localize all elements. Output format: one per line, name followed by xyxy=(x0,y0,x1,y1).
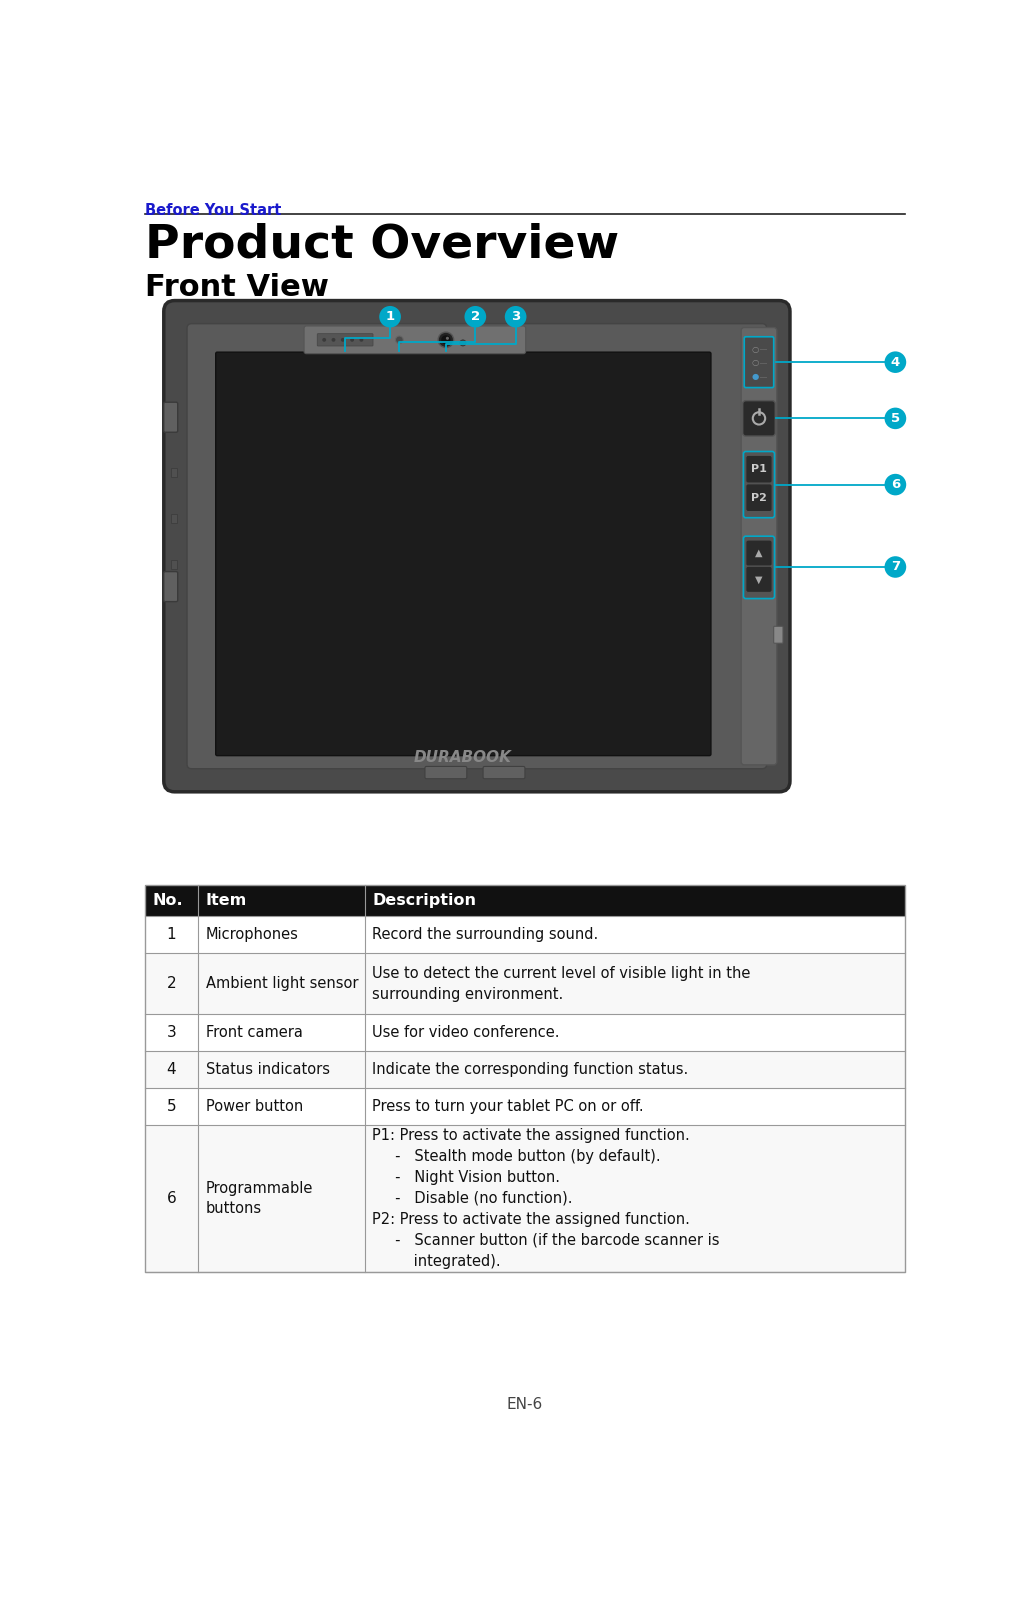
Circle shape xyxy=(331,338,335,342)
Text: P1: Press to activate the assigned function.
     -   Stealth mode button (by de: P1: Press to activate the assigned funct… xyxy=(372,1128,720,1269)
Text: ―: ― xyxy=(760,374,767,379)
Text: 1: 1 xyxy=(385,310,395,323)
Text: ●: ● xyxy=(752,373,760,381)
FancyBboxPatch shape xyxy=(304,326,526,354)
Text: ▲: ▲ xyxy=(755,549,763,558)
Bar xyxy=(171,514,177,523)
Text: Microphones: Microphones xyxy=(206,926,298,942)
FancyBboxPatch shape xyxy=(744,336,774,387)
Text: Status indicators: Status indicators xyxy=(206,1062,330,1077)
FancyBboxPatch shape xyxy=(743,451,775,518)
Circle shape xyxy=(438,333,454,347)
Bar xyxy=(146,952,905,1014)
Circle shape xyxy=(351,338,354,342)
FancyBboxPatch shape xyxy=(164,402,177,432)
Text: Power button: Power button xyxy=(206,1099,302,1114)
FancyBboxPatch shape xyxy=(164,571,177,602)
Text: 1: 1 xyxy=(167,926,176,942)
FancyBboxPatch shape xyxy=(164,301,790,792)
Bar xyxy=(146,1125,905,1272)
FancyBboxPatch shape xyxy=(741,328,777,765)
Text: EN-6: EN-6 xyxy=(506,1397,543,1411)
Text: 5: 5 xyxy=(167,1099,176,1114)
Text: ―: ― xyxy=(760,360,767,366)
Text: Before You Start: Before You Start xyxy=(146,203,282,218)
FancyBboxPatch shape xyxy=(746,541,772,566)
FancyBboxPatch shape xyxy=(425,766,466,779)
Text: Press to turn your tablet PC on or off.: Press to turn your tablet PC on or off. xyxy=(372,1099,644,1114)
Text: Front camera: Front camera xyxy=(206,1026,302,1040)
Text: Indicate the corresponding function status.: Indicate the corresponding function stat… xyxy=(372,1062,689,1077)
Bar xyxy=(146,1088,905,1125)
Text: Use for video conference.: Use for video conference. xyxy=(372,1026,560,1040)
Circle shape xyxy=(446,336,449,339)
Text: 3: 3 xyxy=(511,310,521,323)
Text: Use to detect the current level of visible light in the
surrounding environment.: Use to detect the current level of visib… xyxy=(372,965,750,1002)
FancyBboxPatch shape xyxy=(317,334,373,346)
FancyBboxPatch shape xyxy=(743,400,775,437)
Text: Ambient light sensor: Ambient light sensor xyxy=(206,976,358,990)
Circle shape xyxy=(885,557,906,578)
FancyBboxPatch shape xyxy=(746,456,772,483)
Bar xyxy=(171,560,177,570)
Circle shape xyxy=(885,474,906,496)
Text: ○: ○ xyxy=(752,344,760,354)
Circle shape xyxy=(396,336,403,344)
Text: 2: 2 xyxy=(470,310,480,323)
Text: 6: 6 xyxy=(167,1190,176,1206)
FancyBboxPatch shape xyxy=(215,352,711,755)
Circle shape xyxy=(885,408,906,429)
FancyBboxPatch shape xyxy=(483,766,525,779)
Circle shape xyxy=(460,339,466,346)
Text: Item: Item xyxy=(206,893,247,907)
Circle shape xyxy=(322,338,326,342)
FancyBboxPatch shape xyxy=(746,566,772,592)
FancyBboxPatch shape xyxy=(187,323,767,768)
Bar xyxy=(171,467,177,477)
Text: No.: No. xyxy=(153,893,183,907)
Circle shape xyxy=(441,336,451,344)
Text: P2: P2 xyxy=(751,493,767,502)
Circle shape xyxy=(360,338,363,342)
Text: Front View: Front View xyxy=(146,274,329,302)
Text: 2: 2 xyxy=(167,976,176,990)
FancyBboxPatch shape xyxy=(746,483,772,512)
Text: DURABOOK: DURABOOK xyxy=(414,750,511,765)
Bar xyxy=(146,1051,905,1088)
Circle shape xyxy=(341,338,344,342)
Text: P1: P1 xyxy=(751,464,767,474)
Text: ―: ― xyxy=(760,346,767,352)
FancyBboxPatch shape xyxy=(743,536,775,598)
Bar xyxy=(146,885,905,915)
Circle shape xyxy=(504,306,527,328)
Text: 6: 6 xyxy=(891,478,900,491)
FancyBboxPatch shape xyxy=(774,626,783,643)
Text: Product Overview: Product Overview xyxy=(146,222,619,267)
Bar xyxy=(146,1014,905,1051)
Text: Record the surrounding sound.: Record the surrounding sound. xyxy=(372,926,599,942)
Text: 3: 3 xyxy=(167,1026,176,1040)
Text: 4: 4 xyxy=(167,1062,176,1077)
Text: ▼: ▼ xyxy=(755,574,763,584)
Text: 5: 5 xyxy=(891,411,900,426)
Circle shape xyxy=(885,352,906,373)
Text: Description: Description xyxy=(372,893,477,907)
Circle shape xyxy=(464,306,486,328)
Bar xyxy=(146,885,905,1272)
Text: ○: ○ xyxy=(752,358,760,368)
Text: Programmable
buttons: Programmable buttons xyxy=(206,1181,313,1216)
Text: 4: 4 xyxy=(891,355,900,368)
Bar xyxy=(146,915,905,952)
Circle shape xyxy=(379,306,401,328)
Text: 7: 7 xyxy=(891,560,900,573)
